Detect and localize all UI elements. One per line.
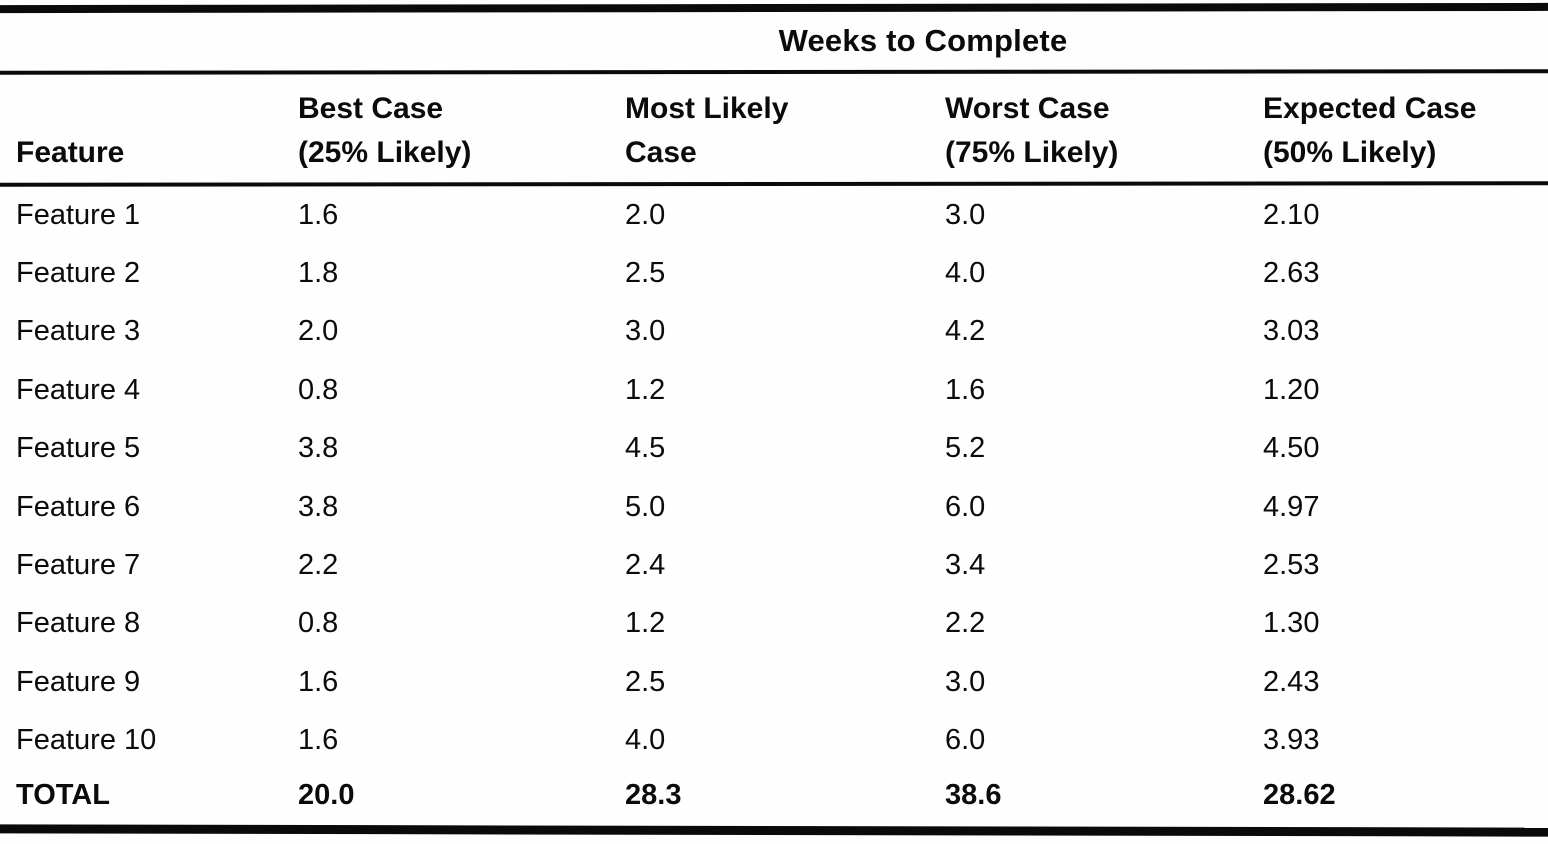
feature-name-cell: Feature 6 [16,490,141,523]
table-body: Feature 1 1.6 2.0 3.0 2.10 Feature 2 1.8… [0,186,1548,822]
column-header-worst-case-line1: Worst Case [945,92,1110,125]
worst-case-cell: 6.0 [945,724,986,757]
worst-case-cell: 3.4 [945,549,986,582]
total-expected-case-cell: 28.62 [1263,779,1336,812]
column-header-most-likely-line2: Case [625,135,697,169]
column-header-best-case-line2: (25% Likely) [298,135,472,169]
feature-name-cell: Feature 5 [16,432,141,465]
column-header-feature-label: Feature [16,135,125,169]
expected-case-cell: 1.20 [1263,373,1320,406]
column-header-most-likely: Most Likely Case [625,87,945,182]
feature-name-cell: Feature 8 [16,607,141,640]
column-header-expected-case-line2: (50% Likely) [1263,135,1437,169]
worst-case-cell: 3.0 [945,665,986,698]
worst-case-cell: 1.6 [945,373,986,406]
column-header-expected-case-line1: Expected Case [1263,92,1477,125]
expected-case-cell: 4.97 [1263,490,1320,523]
worst-case-cell: 4.0 [945,257,986,290]
most-likely-cell: 1.2 [625,373,666,406]
total-most-likely-cell: 28.3 [625,779,682,812]
worst-case-cell: 4.2 [945,315,986,348]
best-case-cell: 2.0 [298,315,339,348]
most-likely-cell: 4.5 [625,432,666,465]
expected-case-cell: 1.30 [1263,607,1320,640]
total-label-cell: TOTAL [16,779,110,812]
expected-case-cell: 2.43 [1263,665,1320,698]
column-header-worst-case-line2: (75% Likely) [945,135,1119,169]
table-row: Feature 6 3.8 5.0 6.0 4.97 [0,478,1548,536]
table-row: Feature 7 2.2 2.4 3.4 2.53 [0,536,1548,594]
worst-case-cell: 2.2 [945,607,986,640]
column-header-best-case-line1: Best Case [298,92,444,125]
best-case-cell: 0.8 [298,607,339,640]
expected-case-cell: 4.50 [1263,432,1320,465]
best-case-cell: 1.6 [298,724,339,757]
column-header-expected-case: Expected Case (50% Likely) [1263,87,1548,182]
total-best-case-cell: 20.0 [298,779,355,812]
column-header-best-case: Best Case (25% Likely) [298,87,625,182]
table-row: Feature 10 1.6 4.0 6.0 3.93 [0,712,1548,770]
best-case-cell: 1.6 [298,665,339,698]
column-header-most-likely-line1: Most Likely [625,92,789,125]
best-case-cell: 2.2 [298,549,339,582]
expected-case-cell: 2.63 [1263,257,1320,290]
expected-case-cell: 3.03 [1263,315,1320,348]
feature-name-cell: Feature 1 [16,198,141,231]
group-header-band: Weeks to Complete [0,12,1548,70]
worst-case-cell: 6.0 [945,490,986,523]
table-row: Feature 9 1.6 2.5 3.0 2.43 [0,653,1548,711]
column-header-worst-case: Worst Case (75% Likely) [945,87,1263,182]
total-worst-case-cell: 38.6 [945,779,1002,812]
most-likely-cell: 5.0 [625,490,666,523]
expected-case-cell: 2.10 [1263,198,1320,231]
feature-name-cell: Feature 9 [16,665,141,698]
column-header-feature: Feature [0,131,298,183]
most-likely-cell: 2.5 [625,665,666,698]
best-case-cell: 0.8 [298,373,339,406]
feature-name-cell: Feature 2 [16,257,141,290]
worst-case-cell: 3.0 [945,198,986,231]
column-header-row: Feature Best Case (25% Likely) Most Like… [0,74,1548,182]
expected-case-cell: 3.93 [1263,724,1320,757]
most-likely-cell: 2.0 [625,198,666,231]
table-row: Feature 3 2.0 3.0 4.2 3.03 [0,303,1548,361]
best-case-cell: 3.8 [298,432,339,465]
table-bottom-rule [0,824,1548,837]
feature-name-cell: Feature 3 [16,315,141,348]
table-row: Feature 8 0.8 1.2 2.2 1.30 [0,595,1548,653]
expected-case-cell: 2.53 [1263,549,1320,582]
table-row: Feature 4 0.8 1.2 1.6 1.20 [0,361,1548,419]
best-case-cell: 1.6 [298,198,339,231]
most-likely-cell: 4.0 [625,724,666,757]
table-row: Feature 2 1.8 2.5 4.0 2.63 [0,244,1548,302]
most-likely-cell: 2.4 [625,549,666,582]
most-likely-cell: 2.5 [625,257,666,290]
most-likely-cell: 3.0 [625,315,666,348]
table-row: Feature 5 3.8 4.5 5.2 4.50 [0,420,1548,478]
most-likely-cell: 1.2 [625,607,666,640]
worst-case-cell: 5.2 [945,432,986,465]
feature-name-cell: Feature 4 [16,373,141,406]
table-total-row: TOTAL 20.0 28.3 38.6 28.62 [0,770,1548,822]
best-case-cell: 1.8 [298,257,339,290]
table-row: Feature 1 1.6 2.0 3.0 2.10 [0,186,1548,244]
feature-name-cell: Feature 7 [16,549,141,582]
best-case-cell: 3.8 [298,490,339,523]
feature-name-cell: Feature 10 [16,724,157,757]
group-header-label: Weeks to Complete [778,23,1068,58]
